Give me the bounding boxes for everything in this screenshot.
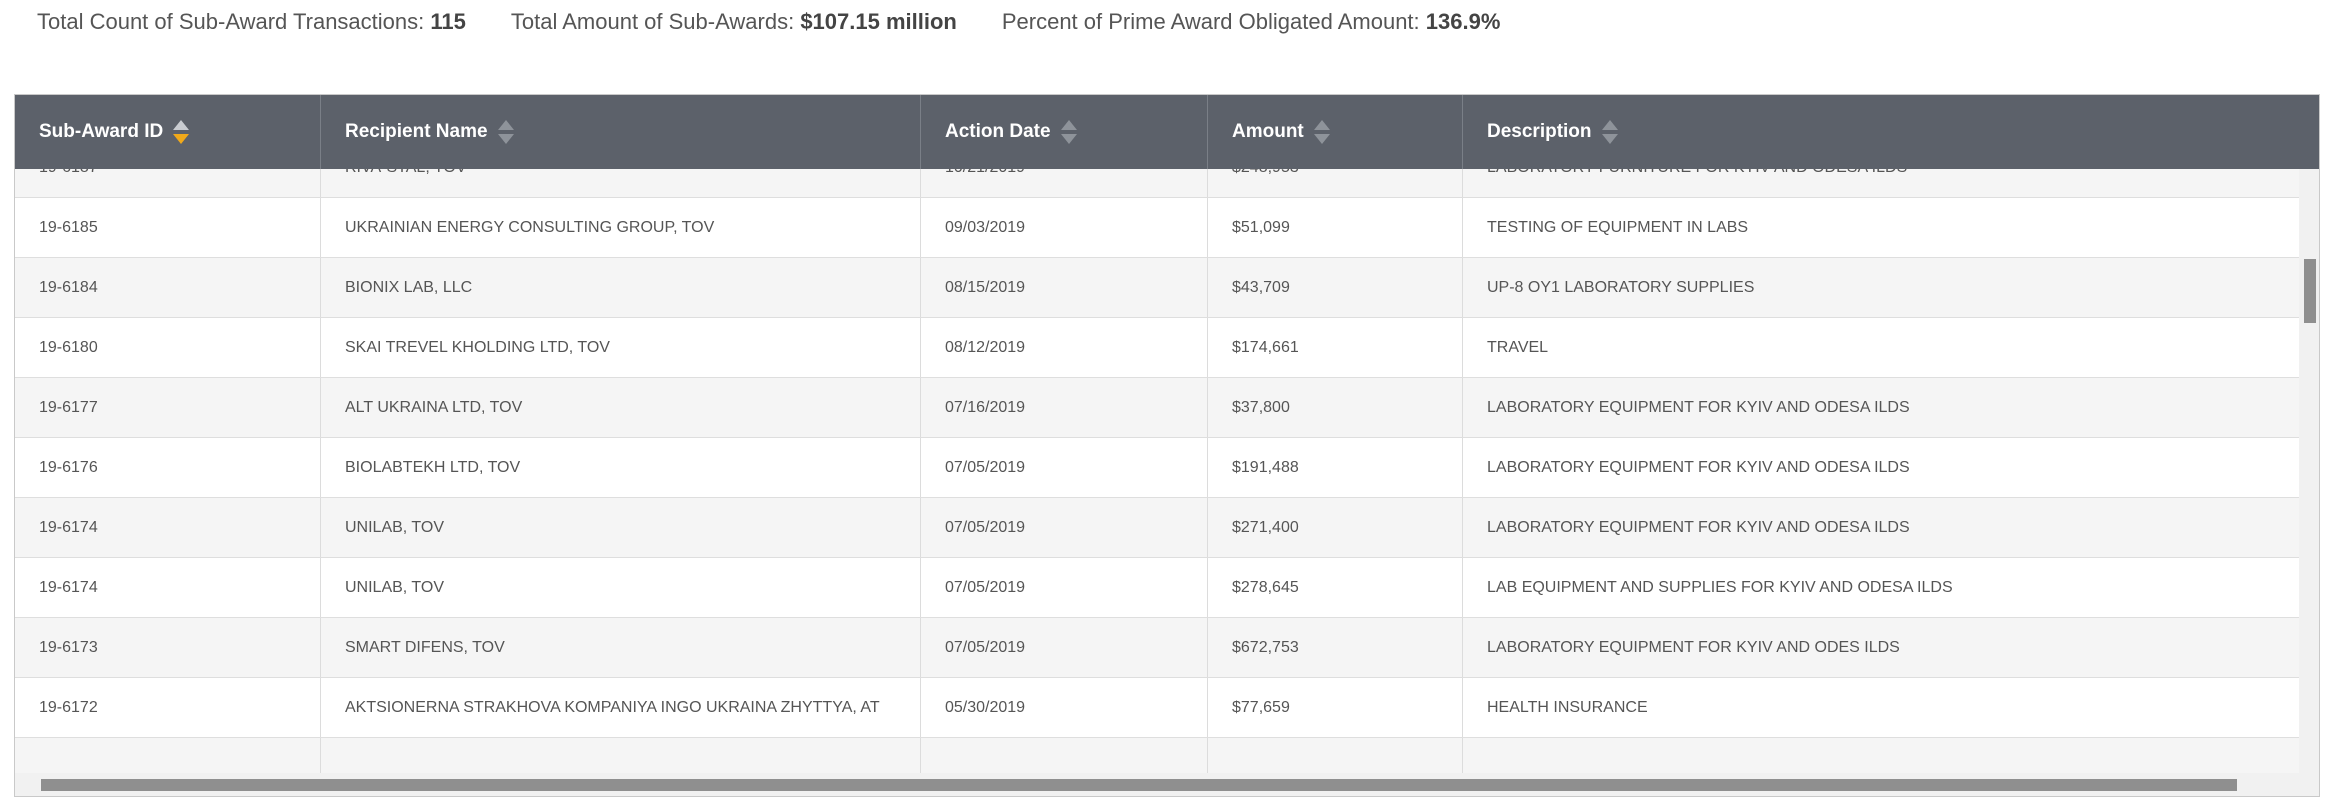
- vertical-scrollbar[interactable]: [2299, 169, 2319, 773]
- cell-action-date: 07/05/2019: [921, 558, 1208, 617]
- cell-amount: $271,400: [1208, 498, 1463, 557]
- cell-description: HEALTH INSURANCE: [1487, 698, 1648, 716]
- cell-action-date: 07/05/2019: [921, 438, 1208, 497]
- cell-action-date: 07/05/2019: [921, 498, 1208, 557]
- table-row[interactable]: 19-6177 ALT UKRAINA LTD, TOV 07/16/2019 $37…: [15, 378, 2299, 438]
- table-row[interactable]: 19-6173 SMART DIFENS, TOV 07/05/2019 $672,7…: [15, 618, 2299, 678]
- cell-amount: $248,953: [1208, 169, 1463, 197]
- cell-recipient-name: SKAI TREVEL KHOLDING LTD, TOV: [321, 318, 921, 377]
- table-row[interactable]: 19-6187RIVA-STAL, TOV10/21/2019$248,953L…: [15, 169, 2299, 198]
- cell-sub-award-id: 19-6174: [15, 558, 321, 617]
- cell-recipient-name: UKRAINIAN ENERGY CONSULTING GROUP, TOV: [321, 198, 921, 257]
- column-header-amount[interactable]: Amount: [1208, 95, 1463, 169]
- column-header-label: Description: [1487, 121, 1592, 142]
- cell-action-date: 08/15/2019: [921, 258, 1208, 317]
- table-rows: 19-6187RIVA-STAL, TOV10/21/2019$248,953L…: [15, 169, 2299, 773]
- column-header-action-date[interactable]: Action Date: [921, 95, 1208, 169]
- cell-action-date: 09/03/2019: [921, 198, 1208, 257]
- cell-recipient-name: UNILAB, TOV: [321, 558, 921, 617]
- column-header-recipient-name[interactable]: Recipient Name: [321, 95, 921, 169]
- table-row[interactable]: 19-6180 SKAI TREVEL KHOLDING LTD, TOV 08/1…: [15, 318, 2299, 378]
- column-header-label: Action Date: [945, 121, 1051, 142]
- cell-action-date: 08/12/2019: [921, 318, 1208, 377]
- table-row[interactable]: 19-6185 UKRAINIAN ENERGY CONSULTING GROUP…: [15, 198, 2299, 258]
- cell-description: LABORATORY EQUIPMENT FOR KYIV AND ODESA …: [1487, 518, 1910, 536]
- cell-description: TESTING OF EQUIPMENT IN LABS: [1487, 218, 1749, 236]
- cell-action-date: 05/30/2019: [921, 678, 1208, 737]
- cell-amount: $37,800: [1208, 378, 1463, 437]
- column-header-label: Sub-Award ID: [39, 121, 164, 142]
- cell-action-date: [921, 738, 1208, 773]
- table-row[interactable]: 19-6172 AKTSIONERNA STRAKHOVA KOMPANIYA I…: [15, 678, 2299, 738]
- cell-description: LABORATORY EQUIPMENT FOR KYIV AND ODES I…: [1487, 638, 1900, 656]
- table-row[interactable]: 19-6174 UNILAB, TOV 07/05/2019 $278,645 LAB …: [15, 558, 2299, 618]
- cell-sub-award-id: 19-6174: [15, 498, 321, 557]
- total-count-stat: Total Count of Sub-Award Transactions: 1…: [37, 9, 466, 35]
- cell-sub-award-id: 19-6172: [15, 678, 321, 737]
- cell-amount: $174,661: [1208, 318, 1463, 377]
- cell-action-date: 10/21/2019: [921, 169, 1208, 197]
- cell-action-date: 07/16/2019: [921, 378, 1208, 437]
- cell-description: [1463, 738, 2299, 773]
- sort-icon[interactable]: [1601, 118, 1618, 146]
- total-count-value: 115: [430, 9, 466, 34]
- summary-bar: Total Count of Sub-Award Transactions: 1…: [37, 0, 1545, 44]
- cell-amount: $672,753: [1208, 618, 1463, 677]
- total-amount-stat: Total Amount of Sub-Awards: $107.15 mill…: [511, 9, 957, 35]
- cell-recipient-name: [321, 738, 921, 773]
- cell-recipient-name: RIVA-STAL, TOV: [321, 169, 921, 197]
- cell-recipient-name: SMART DIFENS, TOV: [321, 618, 921, 677]
- cell-sub-award-id: [15, 738, 321, 773]
- horizontal-scrollbar[interactable]: [15, 773, 2319, 796]
- cell-amount: $191,488: [1208, 438, 1463, 497]
- cell-recipient-name: BIONIX LAB, LLC: [321, 258, 921, 317]
- cell-description: UP-8 OY1 LABORATORY SUPPLIES: [1487, 278, 1755, 296]
- sort-icon[interactable]: [1313, 118, 1330, 146]
- total-amount-value: $107.15 million: [800, 9, 957, 34]
- cell-amount: $51,099: [1208, 198, 1463, 257]
- percent-obligated-label: Percent of Prime Award Obligated Amount:: [1001, 9, 1420, 34]
- cell-description: LABORATORY EQUIPMENT FOR KYIV AND ODESA …: [1487, 458, 1910, 476]
- cell-sub-award-id: 19-6184: [15, 258, 321, 317]
- cell-recipient-name: AKTSIONERNA STRAKHOVA KOMPANIYA INGO UKR…: [321, 678, 921, 737]
- column-header-label: Recipient Name: [345, 121, 488, 142]
- total-amount-label: Total Amount of Sub-Awards:: [510, 9, 795, 34]
- cell-recipient-name: UNILAB, TOV: [321, 498, 921, 557]
- table-header: Sub-Award ID Recipient Name Action Date …: [15, 95, 2319, 169]
- sort-icon[interactable]: [173, 118, 190, 146]
- cell-action-date: 07/05/2019: [921, 618, 1208, 677]
- table-row[interactable]: [15, 738, 2299, 773]
- percent-obligated-value: 136.9%: [1425, 9, 1501, 34]
- cell-amount: $43,709: [1208, 258, 1463, 317]
- sort-icon[interactable]: [1060, 118, 1077, 146]
- percent-obligated-stat: Percent of Prime Award Obligated Amount:…: [1002, 9, 1501, 35]
- column-header-description[interactable]: Description: [1463, 95, 2319, 169]
- cell-sub-award-id: 19-6177: [15, 378, 321, 437]
- sort-icon[interactable]: [497, 118, 514, 146]
- table-row[interactable]: 19-6176 BIOLABTEKH LTD, TOV 07/05/2019 $191…: [15, 438, 2299, 498]
- horizontal-scroll-thumb[interactable]: [41, 779, 2237, 791]
- cell-description: TRAVEL: [1487, 338, 1549, 356]
- cell-sub-award-id: 19-6173: [15, 618, 321, 677]
- total-count-label: Total Count of Sub-Award Transactions:: [37, 9, 425, 34]
- table-body[interactable]: 19-6187RIVA-STAL, TOV10/21/2019$248,953L…: [15, 169, 2299, 773]
- cell-sub-award-id: 19-6180: [15, 318, 321, 377]
- cell-description: LAB EQUIPMENT AND SUPPLIES FOR KYIV AND …: [1487, 578, 1953, 596]
- table-row[interactable]: 19-6174 UNILAB, TOV 07/05/2019 $271,400 LABO…: [15, 498, 2299, 558]
- cell-sub-award-id: 19-6185: [15, 198, 321, 257]
- cell-sub-award-id: 19-6187: [15, 169, 321, 197]
- cell-amount: $278,645: [1208, 558, 1463, 617]
- vertical-scroll-thumb[interactable]: [2304, 259, 2316, 323]
- cell-sub-award-id: 19-6176: [15, 438, 321, 497]
- sub-awards-table: Sub-Award ID Recipient Name Action Date …: [14, 94, 2320, 797]
- column-header-sub-award-id[interactable]: Sub-Award ID: [15, 95, 321, 169]
- cell-description: LABORATORY FURNITURE FOR KYIV AND ODESA …: [1463, 169, 2299, 197]
- cell-description: LABORATORY EQUIPMENT FOR KYIV AND ODESA …: [1487, 398, 1910, 416]
- column-header-label: Amount: [1232, 121, 1304, 142]
- table-row[interactable]: 19-6184 BIONIX LAB, LLC 08/15/2019 $43,709 U…: [15, 258, 2299, 318]
- cell-amount: $77,659: [1208, 678, 1463, 737]
- cell-amount: [1208, 738, 1463, 773]
- cell-recipient-name: ALT UKRAINA LTD, TOV: [321, 378, 921, 437]
- cell-recipient-name: BIOLABTEKH LTD, TOV: [321, 438, 921, 497]
